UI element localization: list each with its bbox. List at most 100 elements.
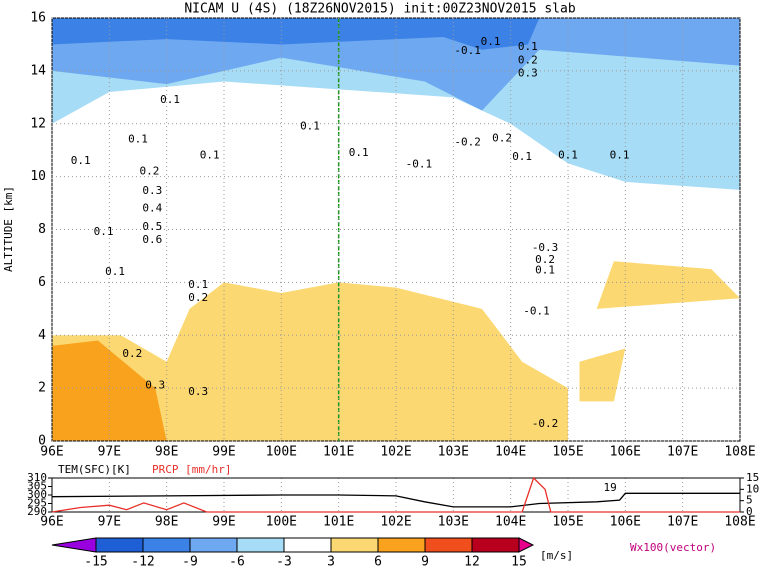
chart-title: NICAM U (4S) (18Z26NOV2015) init:00Z23NO… [184, 2, 576, 17]
colorbar-label: 12 [464, 555, 480, 570]
contour-label: 0.2 [535, 253, 555, 266]
x-tick-label: 105E [552, 445, 583, 460]
contour-label: 0.2 [122, 347, 142, 360]
contour-label: -0.2 [454, 135, 481, 148]
contour-label: 0.2 [140, 164, 160, 177]
colorbar-label: -3 [276, 555, 292, 570]
contour-label: 0.5 [142, 220, 162, 233]
contour-label: 0.1 [188, 278, 208, 291]
x-tick-label: 99E [212, 515, 235, 530]
shaded-region [579, 348, 626, 402]
x-tick-label: 104E [495, 515, 526, 530]
colorbar-label: 3 [327, 555, 335, 570]
line-series [51, 476, 740, 513]
x-tick-label: 106E [610, 445, 641, 460]
shaded-region [52, 282, 568, 441]
contour-label: 0.1 [512, 150, 532, 163]
x-tick-label: 101E [323, 515, 354, 530]
contour-label: 0.1 [518, 40, 538, 53]
colorbar-box [283, 537, 332, 553]
x-tick-label: 106E [610, 515, 641, 530]
y-tick-label: 10 [30, 169, 46, 184]
y2-tick-label: 5 [746, 494, 753, 507]
contour-label: 0.1 [71, 154, 91, 167]
y-axis-label: ALTITUDE [km] [2, 186, 15, 272]
contour-label: -0.1 [454, 44, 481, 57]
contour-label: -0.1 [406, 158, 433, 171]
contour-label: 0.1 [128, 133, 148, 146]
colorbar-label: -9 [182, 555, 198, 570]
y2-tick-label: 15 [746, 471, 759, 484]
x-tick-label: 101E [323, 445, 354, 460]
x-tick-label: 100E [266, 515, 297, 530]
y-tick-label: 8 [38, 222, 46, 237]
x-tick-label: 108E [724, 515, 755, 530]
contour-label: -0.1 [523, 304, 550, 317]
y-tick-label: 300 [27, 488, 47, 501]
contour-label: 0.6 [142, 233, 162, 246]
colorbar-label: -15 [84, 555, 107, 570]
x-tick-label: 104E [495, 445, 526, 460]
y-tick-label: 305 [27, 480, 47, 493]
colorbar-label: 6 [374, 555, 382, 570]
sub-annotation: 19 [603, 481, 616, 494]
contour-label: 0.1 [535, 263, 555, 276]
y-tick-label: 0 [38, 434, 46, 449]
y2-tick-label: 0 [746, 505, 753, 518]
contour-label: -0.2 [532, 417, 559, 430]
sub-label: TEM(SFC)[K] [58, 463, 131, 476]
colorbar-box [236, 537, 285, 553]
contour-label: 0.3 [142, 184, 162, 197]
colorbar-end [51, 537, 97, 553]
colorbar-box [471, 537, 520, 553]
x-tick-label: 96E [40, 445, 63, 460]
colorbar-box [424, 537, 473, 553]
vector-label: Wx100(vector) [630, 541, 716, 554]
x-tick-label: 102E [380, 445, 411, 460]
x-tick-label: 97E [98, 445, 121, 460]
contour-label: 0.1 [105, 265, 125, 278]
y-tick-label: 12 [30, 116, 46, 131]
y-tick-label: 295 [27, 497, 47, 510]
contour-label: 0.1 [94, 225, 114, 238]
colorbar-box [189, 537, 238, 553]
colorbar-label: 15 [511, 555, 527, 570]
x-tick-label: 102E [380, 515, 411, 530]
sub-label: PRCP [mm/hr] [152, 463, 231, 476]
contour-label: 0.2 [492, 131, 512, 144]
x-tick-label: 99E [212, 445, 235, 460]
x-tick-label: 107E [667, 445, 698, 460]
x-tick-label: 108E [724, 445, 755, 460]
shaded-region [52, 18, 454, 45]
y2-tick-label: 10 [746, 482, 759, 495]
colorbar-unit: [m/s] [540, 549, 573, 562]
colorbar-end [518, 537, 535, 553]
line-series [51, 492, 740, 508]
contour-label: 0.1 [200, 148, 220, 161]
colorbar-label: -6 [229, 555, 245, 570]
contour-label: 0.1 [481, 35, 501, 48]
colorbar-box [377, 537, 426, 553]
x-tick-label: 100E [266, 445, 297, 460]
x-tick-label: 103E [438, 515, 469, 530]
contour-label: 0.3 [188, 385, 208, 398]
contour-label: 0.3 [518, 67, 538, 80]
y-tick-label: 310 [27, 471, 47, 484]
contour-label: 0.1 [349, 146, 369, 159]
contour-label: 0.4 [142, 201, 162, 214]
y-tick-label: 290 [27, 505, 47, 518]
contour-label: 0.1 [610, 148, 630, 161]
contour-label: 0.1 [558, 148, 578, 161]
shaded-region [441, 18, 540, 50]
colorbar-box [95, 537, 144, 553]
y-tick-label: 16 [30, 11, 46, 26]
contour-label: 0.2 [188, 291, 208, 304]
contour-label: 0.3 [145, 378, 165, 391]
x-tick-label: 98E [155, 515, 178, 530]
y-tick-label: 4 [38, 328, 46, 343]
shaded-region [596, 261, 740, 309]
y-tick-label: 14 [30, 63, 46, 78]
contour-label: 0.1 [160, 93, 180, 106]
y-tick-label: 2 [38, 381, 46, 396]
contour-label: 0.2 [518, 53, 538, 66]
